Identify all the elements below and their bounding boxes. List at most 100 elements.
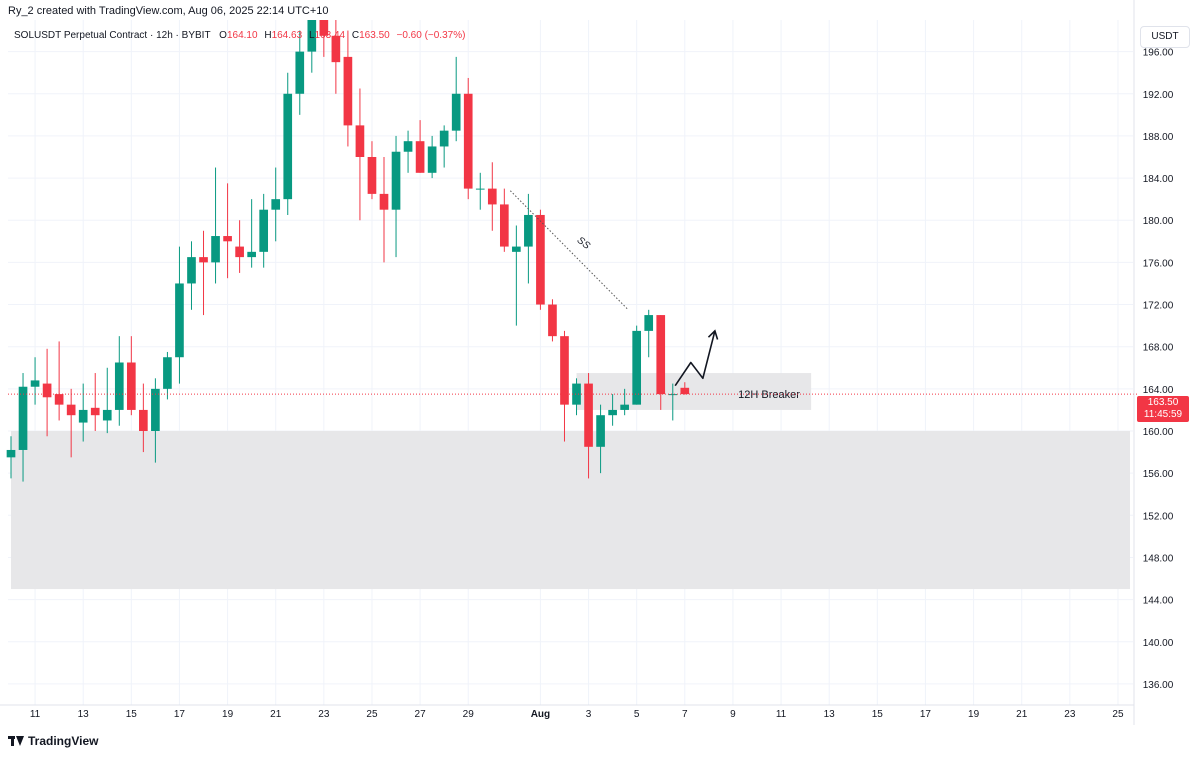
time-tick-label: 17 — [920, 709, 932, 720]
candle-body — [18, 386, 28, 450]
symbol-label: SOLUSDT Perpetual Contract · 12h · BYBIT — [14, 30, 211, 41]
time-tick-label: 15 — [872, 709, 884, 720]
tradingview-logo[interactable]: TradingView — [8, 734, 98, 748]
candle-body — [403, 141, 413, 152]
price-tick-label: 168.00 — [1143, 343, 1174, 354]
candle-body — [596, 415, 605, 447]
candle-body — [379, 193, 389, 210]
candle-body — [102, 409, 112, 421]
candle-body — [391, 151, 401, 210]
candle-body — [283, 93, 293, 200]
high-label: H — [264, 30, 272, 41]
candle-body — [355, 125, 365, 157]
ohlc-legend: SOLUSDT Perpetual Contract · 12h · BYBIT… — [14, 30, 465, 41]
candle-body — [608, 409, 617, 416]
close-value: 163.50 — [359, 30, 390, 41]
candle-body — [307, 20, 317, 52]
candle-body — [548, 304, 557, 337]
candle-body — [560, 336, 569, 405]
candle-body — [427, 146, 437, 173]
candle-body — [331, 35, 341, 63]
grid-layer — [8, 20, 1133, 705]
candle-body — [247, 251, 256, 258]
price-tick-label: 160.00 — [1143, 427, 1174, 438]
candle-body — [572, 383, 581, 405]
price-tick-label: 180.00 — [1143, 216, 1174, 227]
candle-body — [54, 394, 64, 405]
time-tick-label: 9 — [730, 709, 736, 720]
change-value: −0.60 (−0.37%) — [396, 30, 466, 41]
candle-body — [632, 330, 642, 405]
tradingview-logo-icon — [8, 736, 24, 746]
price-tick-label: 140.00 — [1143, 638, 1174, 649]
candle-body — [211, 236, 220, 263]
price-tick-label: 192.00 — [1143, 90, 1174, 101]
candle-body — [163, 357, 172, 389]
time-tick-label: 21 — [1016, 709, 1028, 720]
zone-label: 12H Breaker — [738, 389, 800, 401]
time-tick-label: 11 — [30, 709, 41, 720]
candle-body — [475, 188, 485, 190]
candle-body — [42, 383, 52, 398]
low-value: 163.44 — [314, 30, 346, 41]
price-tick-label: 176.00 — [1143, 258, 1174, 269]
time-tick-label: 25 — [1112, 709, 1124, 720]
candle-body — [524, 214, 533, 247]
candle-body — [451, 93, 461, 131]
price-tick-label: 152.00 — [1143, 511, 1174, 522]
candle-body — [78, 409, 88, 423]
candle-body — [295, 51, 305, 94]
candle-body — [499, 204, 509, 247]
candle-body — [114, 362, 124, 410]
candle-body — [367, 157, 377, 194]
candle-body — [175, 283, 184, 358]
chart-credit: Ry_2 created with TradingView.com, Aug 0… — [8, 5, 329, 17]
candle-body — [487, 188, 497, 205]
candle-body — [30, 380, 40, 387]
time-tick-label: 5 — [634, 709, 640, 720]
time-tick-label: 19 — [222, 709, 234, 720]
time-tick-label: 21 — [270, 709, 282, 720]
candle-body — [90, 407, 100, 416]
open-label: O — [219, 30, 227, 41]
candle-body — [259, 209, 269, 252]
time-tick-label: Aug — [531, 709, 550, 720]
close-label: C — [351, 30, 360, 41]
tradingview-brand: TradingView — [28, 734, 99, 748]
price-tick-label: 164.00 — [1143, 385, 1174, 396]
candle-body — [668, 394, 678, 396]
axis-layer: 136.00 140.00 144.00 148.00 152.00 156.00 160.… — [0, 0, 1174, 725]
candle-body — [187, 257, 196, 284]
candle-body — [439, 130, 449, 147]
price-tick-label: 144.00 — [1143, 596, 1174, 607]
ss-label: SS — [575, 235, 593, 252]
time-tick-label: 15 — [126, 709, 138, 720]
high-value: 164.63 — [271, 30, 303, 41]
price-tick-label: 184.00 — [1143, 174, 1174, 185]
price-tick-label: 136.00 — [1143, 680, 1174, 691]
candle-body — [415, 141, 425, 173]
candle-body — [126, 362, 136, 410]
candle-body — [235, 246, 244, 258]
low-label: L — [308, 30, 315, 41]
bar-countdown: 11:45:59 — [1143, 409, 1183, 420]
candle-body — [199, 257, 208, 263]
time-tick-label: 23 — [318, 709, 330, 720]
last-price-tag: 163.50 11:45:59 — [1137, 396, 1189, 422]
zone-rect — [11, 431, 1130, 590]
candle-body — [223, 236, 232, 242]
time-tick-label: 25 — [366, 709, 378, 720]
candle-body — [656, 315, 666, 395]
price-tick-label: 172.00 — [1143, 301, 1174, 312]
candle-body — [319, 20, 329, 36]
time-tick-label: 29 — [463, 709, 475, 720]
currency-button[interactable]: USDT — [1140, 26, 1190, 48]
price-tick-label: 196.00 — [1143, 48, 1174, 59]
price-tick-label: 148.00 — [1143, 553, 1174, 564]
zone-layer: 12H Breaker — [11, 373, 1130, 590]
candle-body — [644, 315, 654, 331]
time-tick-label: 7 — [682, 709, 688, 720]
candle-body — [680, 387, 690, 395]
